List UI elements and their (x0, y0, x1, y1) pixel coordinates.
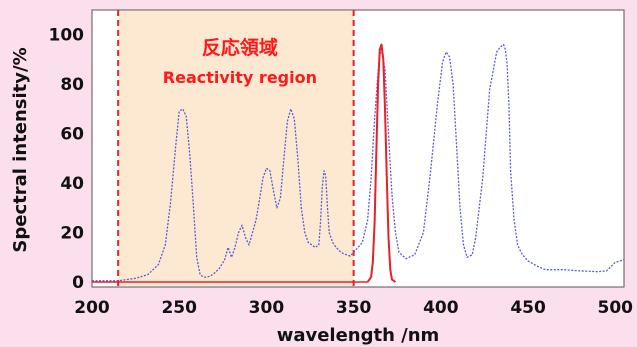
y-tick-label: 60 (60, 125, 84, 145)
y-tick-label: 100 (49, 26, 85, 46)
x-tick-label: 350 (336, 298, 372, 318)
region-label-japanese: 反応領域 (202, 36, 278, 59)
tick-labels: 200 250 300 350 400 450 500 0 20 40 60 80 100 (49, 26, 634, 318)
y-tick-label: 40 (60, 174, 84, 194)
y-tick-label: 80 (60, 75, 84, 95)
solid-spectrum-line (366, 43, 397, 283)
y-tick-label: 0 (72, 273, 84, 293)
region-label-english: Reactivity region (163, 68, 317, 87)
x-tick-label: 200 (74, 298, 110, 318)
x-axis-label: wavelength /nm (277, 325, 440, 346)
x-tick-label: 300 (249, 298, 285, 318)
y-tick-label: 20 (60, 224, 84, 244)
x-tick-label: 250 (161, 298, 197, 318)
dotted-spectrum-line (92, 43, 625, 282)
x-tick-label: 500 (598, 298, 634, 318)
series-layer (92, 43, 625, 283)
reactivity-region-fill (118, 11, 354, 286)
x-tick-label: 450 (510, 298, 546, 318)
y-axis-label: Spectral intensity/% (10, 47, 31, 252)
x-tick-label: 400 (423, 298, 459, 318)
